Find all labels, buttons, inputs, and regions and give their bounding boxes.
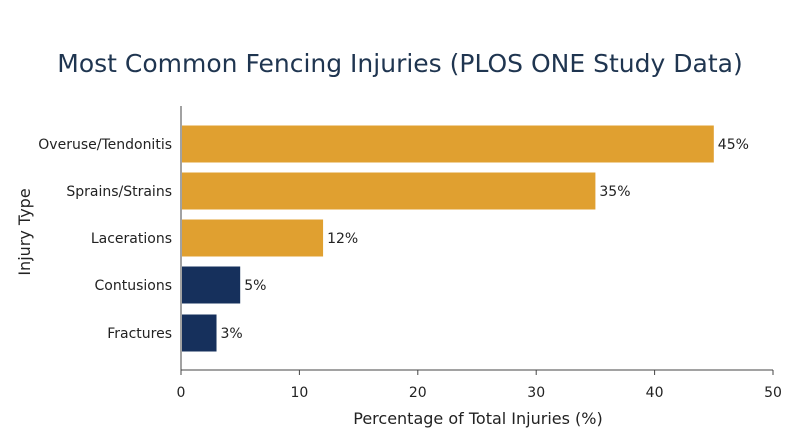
x-tick-label: 10 bbox=[290, 385, 308, 401]
category-label: Overuse/Tendonitis bbox=[38, 137, 172, 153]
y-axis-title: Injury Type bbox=[15, 188, 34, 275]
x-tick-label: 30 bbox=[527, 385, 545, 401]
x-axis-title: Percentage of Total Injuries (%) bbox=[353, 409, 602, 428]
value-label: 5% bbox=[244, 278, 266, 294]
x-ticks-group: 0 10 20 30 40 50 bbox=[177, 370, 782, 401]
value-label: 3% bbox=[221, 326, 243, 342]
category-label: Lacerations bbox=[91, 231, 172, 247]
x-tick-label: 40 bbox=[646, 385, 664, 401]
bar bbox=[182, 314, 217, 352]
category-label: Sprains/Strains bbox=[66, 184, 172, 200]
bar bbox=[182, 172, 596, 210]
category-label: Contusions bbox=[95, 278, 173, 294]
value-label: 35% bbox=[599, 184, 630, 200]
bars-group: Overuse/Tendonitis 45% Sprains/Strains 35% L… bbox=[38, 125, 749, 352]
chart-title: Most Common Fencing Injuries (PLOS ONE S… bbox=[57, 49, 742, 78]
x-tick-label: 0 bbox=[177, 385, 186, 401]
category-label: Fractures bbox=[107, 326, 172, 342]
bar bbox=[182, 125, 714, 163]
bar bbox=[182, 219, 324, 257]
bar bbox=[182, 266, 241, 304]
x-tick-label: 50 bbox=[764, 385, 782, 401]
x-tick-label: 20 bbox=[409, 385, 427, 401]
value-label: 12% bbox=[327, 231, 358, 247]
value-label: 45% bbox=[718, 137, 749, 153]
